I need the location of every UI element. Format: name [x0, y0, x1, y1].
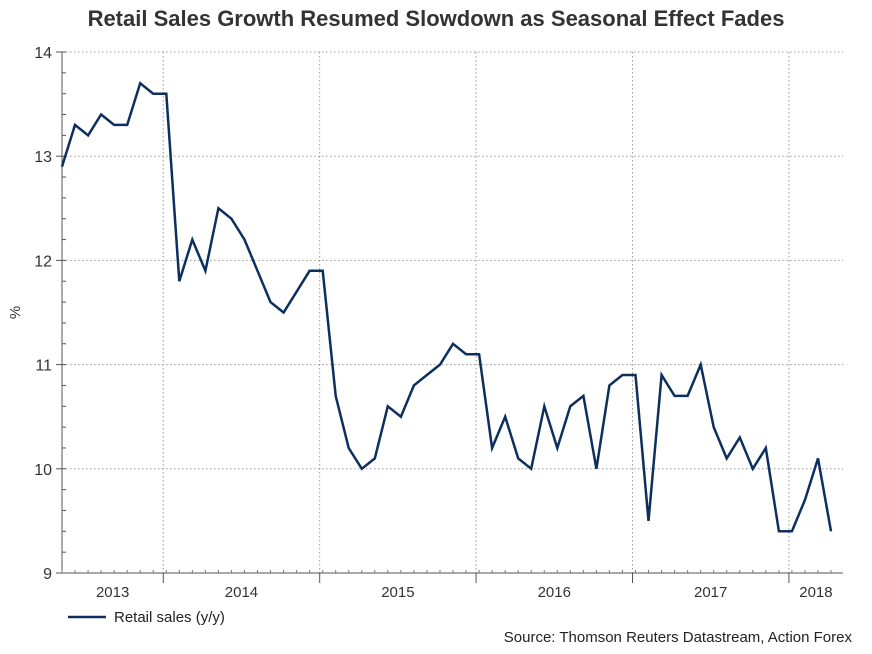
series-line-retail-sales [60, 81, 833, 533]
y-tick-label: 12 [34, 253, 52, 270]
x-tick-label: 2015 [381, 584, 414, 601]
x-tick-label: 2016 [538, 584, 571, 601]
y-tick-label: 9 [43, 566, 52, 583]
y-tick-label: 14 [34, 45, 52, 62]
x-tick-label: 2014 [225, 584, 258, 601]
y-tick-label: 11 [35, 358, 52, 375]
y-tick-label: 10 [34, 462, 52, 479]
legend-label: Retail sales (y/y) [114, 609, 225, 626]
x-tick-label: 2018 [799, 584, 832, 601]
chart-title: Retail Sales Growth Resumed Slowdown as … [87, 6, 785, 31]
x-tick-label: 2013 [96, 584, 129, 601]
y-axis-label: % [7, 306, 24, 319]
source-note: Source: Thomson Reuters Datastream, Acti… [503, 629, 852, 646]
y-tick-label: 13 [34, 149, 52, 166]
x-tick-label: 2017 [694, 584, 727, 601]
